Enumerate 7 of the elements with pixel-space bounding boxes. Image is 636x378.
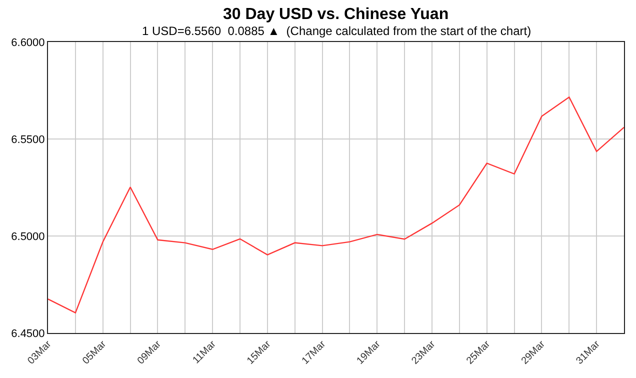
y-tick-label: 6.5000	[11, 230, 45, 243]
y-tick-label: 6.5500	[11, 134, 45, 146]
y-tick-label: 6.4500	[11, 328, 45, 340]
line-series	[48, 96, 624, 314]
chart-subtitle: 1 USD=6.5560 0.0885 ▲ (Change calculated from the start of the chart)	[142, 24, 532, 38]
y-tick-label: 6.6000	[11, 36, 45, 49]
chart-title: 30 Day USD vs. Chinese Yuan	[223, 6, 449, 23]
